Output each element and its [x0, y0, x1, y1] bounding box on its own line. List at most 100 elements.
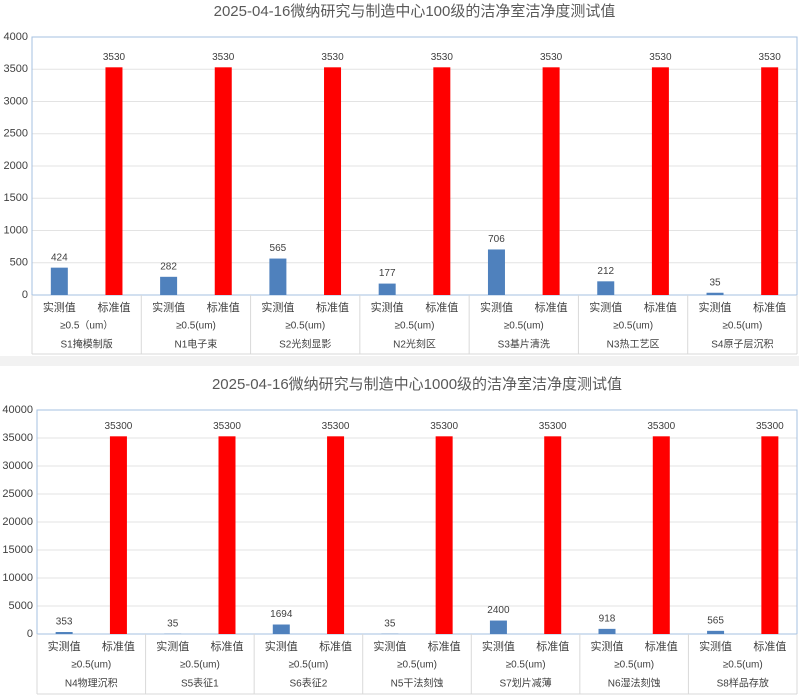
bar [651, 67, 669, 295]
series-label: 标准值 [644, 300, 677, 314]
series-label: 标准值 [428, 639, 461, 653]
data-label: 35300 [430, 421, 458, 432]
bar [487, 249, 505, 295]
bar [598, 628, 616, 634]
condition-label: ≥0.5(um) [176, 321, 216, 332]
series-label: 实测值 [152, 300, 185, 314]
data-label: 3530 [540, 52, 563, 63]
bar [706, 292, 724, 295]
y-tick-label: 20000 [2, 516, 33, 528]
category-label: N2光刻区 [393, 338, 436, 351]
data-label: 3530 [759, 52, 782, 63]
series-label: 标准值 [207, 300, 240, 314]
bar [272, 624, 290, 634]
bar [218, 436, 236, 634]
bar [597, 281, 615, 295]
condition-label: ≥0.5(um) [395, 321, 435, 332]
bar [214, 67, 232, 295]
data-label: 212 [597, 266, 614, 277]
data-label: 424 [51, 252, 68, 263]
chart-title: 2025-04-16微纳研究与制造中心100级的洁净室洁净度测试值 [214, 3, 616, 20]
separator-band [0, 356, 799, 366]
data-label: 565 [707, 615, 724, 626]
category-label: S4原子层沉积 [711, 338, 773, 351]
bar [324, 67, 342, 295]
series-label: 实测值 [480, 300, 513, 314]
category-label: S5表征1 [181, 677, 219, 690]
data-label: 35300 [539, 421, 567, 432]
data-label: 918 [599, 613, 616, 624]
series-label: 标准值 [211, 639, 244, 653]
series-label: 实测值 [482, 639, 515, 653]
category-label: N5干法刻蚀 [391, 677, 444, 690]
data-label: 35300 [322, 421, 350, 432]
y-tick-label: 5000 [9, 600, 33, 612]
series-label: 实测值 [699, 639, 732, 653]
bar [55, 632, 73, 634]
series-label: 标准值 [645, 639, 678, 653]
data-label: 3530 [103, 52, 126, 63]
y-tick-label: 4000 [4, 31, 28, 43]
y-tick-label: 30000 [2, 460, 33, 472]
bar [327, 436, 345, 634]
category-label: S8样品存放 [717, 677, 769, 690]
series-label: 标准值 [753, 300, 786, 314]
data-label: 353 [56, 617, 73, 628]
y-tick-label: 2500 [4, 128, 28, 140]
y-tick-label: 3000 [4, 95, 28, 107]
data-label: 282 [160, 261, 177, 272]
y-tick-label: 40000 [2, 404, 33, 416]
data-label: 706 [488, 234, 505, 245]
category-label: N6湿法刻蚀 [608, 677, 661, 690]
condition-label: ≥0.5(um) [397, 660, 437, 671]
series-label: 实测值 [371, 300, 404, 314]
series-label: 实测值 [48, 639, 81, 653]
series-label: 实测值 [699, 300, 732, 314]
category-label: S3基片清洗 [498, 338, 550, 351]
data-label: 3530 [649, 52, 672, 63]
bar [544, 436, 562, 634]
condition-label: ≥0.5(um) [614, 660, 654, 671]
y-tick-label: 2000 [4, 160, 28, 172]
category-label: N4物理沉积 [65, 677, 118, 690]
bar [105, 67, 123, 295]
series-label: 标准值 [535, 300, 568, 314]
category-label: S6表征2 [290, 677, 328, 690]
series-label: 标准值 [97, 300, 130, 314]
category-label: N3热工艺区 [607, 338, 660, 351]
bar [761, 67, 779, 295]
bar [378, 283, 396, 295]
category-label: S7划片减薄 [499, 677, 551, 690]
data-label: 35300 [756, 421, 784, 432]
condition-label: ≥0.5(um) [285, 321, 325, 332]
bar [489, 620, 507, 634]
bar [433, 67, 451, 295]
condition-label: ≥0.5(um) [723, 660, 763, 671]
series-label: 标准值 [425, 300, 458, 314]
condition-label: ≥0.5（um） [60, 320, 113, 332]
chart-title: 2025-04-16微纳研究与制造中心1000级的洁净室洁净度测试值 [212, 376, 622, 393]
condition-label: ≥0.5(um) [504, 321, 544, 332]
condition-label: ≥0.5(um) [71, 660, 111, 671]
data-label: 565 [270, 243, 287, 254]
y-tick-label: 0 [22, 289, 28, 301]
series-label: 标准值 [536, 639, 569, 653]
bar [542, 67, 560, 295]
data-label: 35300 [105, 421, 133, 432]
series-label: 标准值 [319, 639, 352, 653]
data-label: 35 [167, 618, 179, 629]
plot-border [31, 36, 798, 296]
data-label: 2400 [487, 605, 510, 616]
series-label: 实测值 [589, 300, 622, 314]
y-tick-label: 15000 [2, 544, 33, 556]
data-label: 35 [384, 618, 396, 629]
data-label: 177 [379, 268, 396, 279]
condition-label: ≥0.5(um) [180, 660, 220, 671]
data-label: 35300 [647, 421, 675, 432]
condition-label: ≥0.5(um) [288, 660, 328, 671]
series-label: 实测值 [591, 639, 624, 653]
y-tick-label: 3500 [4, 63, 28, 75]
condition-label: ≥0.5(um) [613, 321, 653, 332]
bar [761, 436, 779, 634]
bar [269, 258, 287, 295]
